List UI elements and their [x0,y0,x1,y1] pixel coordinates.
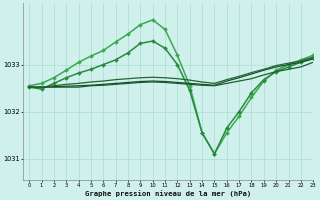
X-axis label: Graphe pression niveau de la mer (hPa): Graphe pression niveau de la mer (hPa) [85,190,251,197]
